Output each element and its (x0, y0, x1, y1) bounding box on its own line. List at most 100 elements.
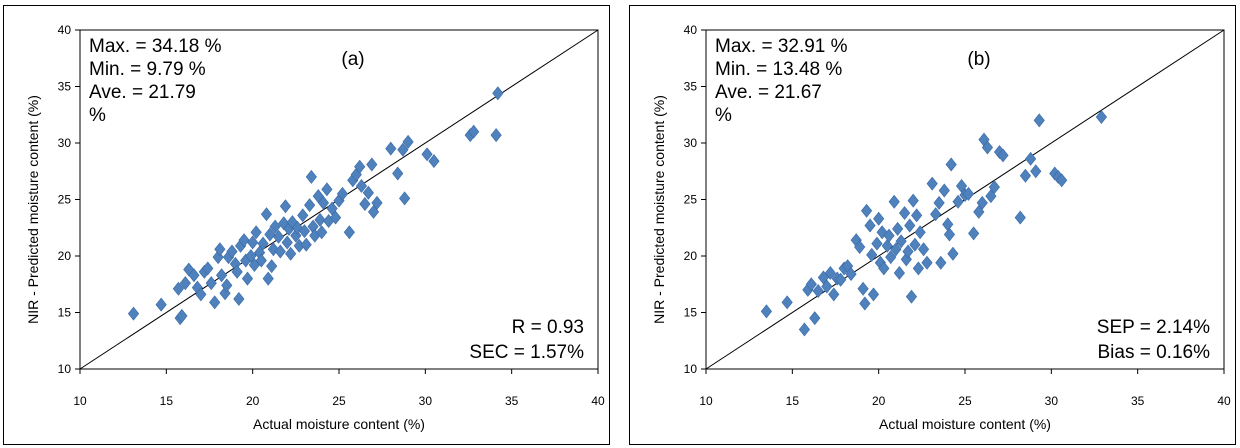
data-point (216, 268, 228, 283)
data-point (490, 128, 502, 143)
data-point (214, 242, 226, 257)
x-tick-label: 35 (505, 394, 519, 408)
x-tick-label: 10 (699, 394, 713, 408)
data-point (238, 233, 250, 248)
data-point (904, 218, 916, 233)
data-point (209, 295, 221, 310)
x-tick-label: 20 (246, 394, 260, 408)
data-point (355, 178, 368, 193)
data-point (317, 195, 330, 210)
data-point (860, 203, 873, 218)
data-point (835, 272, 847, 287)
data-point (935, 255, 947, 270)
data-point (1025, 151, 1037, 166)
data-point (911, 208, 923, 223)
data-point (314, 212, 326, 227)
data-point (421, 147, 433, 162)
stats-text-bottom: SEC = 1.57% (469, 342, 584, 363)
data-point (247, 235, 259, 250)
data-point (269, 219, 281, 234)
x-tick-label: 40 (1217, 394, 1231, 408)
data-point (329, 210, 342, 225)
stats-text-top: Ave. = 21.79 (89, 82, 196, 103)
stats-text-bottom: R = 0.93 (512, 317, 584, 338)
data-point (976, 195, 988, 210)
data-point (255, 253, 267, 268)
data-point (902, 244, 914, 259)
data-point (909, 237, 921, 252)
data-point (890, 242, 902, 257)
data-point (781, 295, 793, 310)
data-point (260, 207, 273, 222)
data-point (812, 284, 824, 299)
data-point (962, 186, 975, 201)
data-point (385, 141, 397, 156)
data-point (947, 246, 959, 261)
data-point (885, 250, 897, 265)
data-point (1033, 113, 1045, 128)
data-point (371, 195, 383, 210)
x-tick-label: 30 (1045, 394, 1059, 408)
x-tick-label: 20 (872, 394, 886, 408)
data-point (914, 225, 926, 240)
data-point (933, 195, 945, 210)
y-tick-label: 15 (58, 306, 72, 320)
y-tick-label: 25 (58, 193, 72, 207)
data-point (824, 265, 836, 280)
data-point (893, 265, 905, 280)
data-point (926, 176, 938, 191)
data-point (304, 198, 316, 213)
data-point (805, 277, 817, 292)
data-point (1019, 168, 1032, 183)
data-point (760, 304, 773, 319)
data-point (930, 207, 942, 222)
data-point (866, 247, 878, 262)
y-tick-label: 20 (58, 249, 72, 263)
stats-text-top: Min. = 9.79 % (89, 59, 206, 80)
x-tick-label: 15 (786, 394, 800, 408)
data-point (274, 244, 286, 259)
stats-text-bottom: Bias = 0.16% (1098, 342, 1211, 363)
y-tick-label: 15 (684, 306, 698, 320)
data-point (898, 206, 911, 221)
stats-text-top: % (715, 105, 732, 126)
scatter-chart: 10 15 20 25 30 35 40 10 15 20 25 30 35 40 Actual moist… (629, 5, 1236, 445)
data-point (854, 239, 866, 254)
stats-text-top: Max. = 32.91 % (715, 36, 848, 57)
data-point (272, 229, 285, 244)
data-point (179, 276, 191, 291)
data-point (864, 218, 876, 233)
x-axis-label: Actual moisture content (%) (253, 416, 425, 432)
y-tick-label: 30 (684, 136, 698, 150)
y-tick-label: 25 (684, 193, 698, 207)
data-point (221, 278, 233, 293)
data-point (359, 197, 371, 212)
y-axis-label: NIR - Predicted moisture content (%) (25, 95, 41, 324)
x-tick-label: 40 (591, 394, 605, 408)
data-point (952, 194, 964, 209)
y-tick-label: 35 (684, 80, 698, 94)
data-point (921, 255, 933, 270)
y-tick-label: 40 (684, 23, 698, 37)
data-point (905, 289, 918, 304)
data-point (316, 225, 328, 240)
data-point (873, 211, 885, 226)
chart-panel-b: 10 15 20 25 30 35 40 10 15 20 25 30 35 40 Actual moist… (626, 0, 1240, 448)
data-point (912, 261, 924, 276)
data-point (297, 208, 309, 223)
data-point (354, 159, 366, 174)
data-point (397, 142, 409, 157)
data-point (233, 291, 245, 306)
y-tick-label: 35 (58, 80, 72, 94)
data-point (492, 86, 504, 101)
data-point (231, 264, 243, 279)
stats-text-top: Min. = 13.48 % (715, 59, 842, 80)
data-point (1030, 164, 1042, 179)
data-point (907, 193, 919, 208)
y-tick-label: 40 (58, 23, 72, 37)
data-point (279, 199, 292, 214)
data-point (202, 261, 214, 276)
data-point (127, 306, 140, 321)
chart-border (629, 5, 1236, 445)
chart-border (3, 5, 610, 445)
